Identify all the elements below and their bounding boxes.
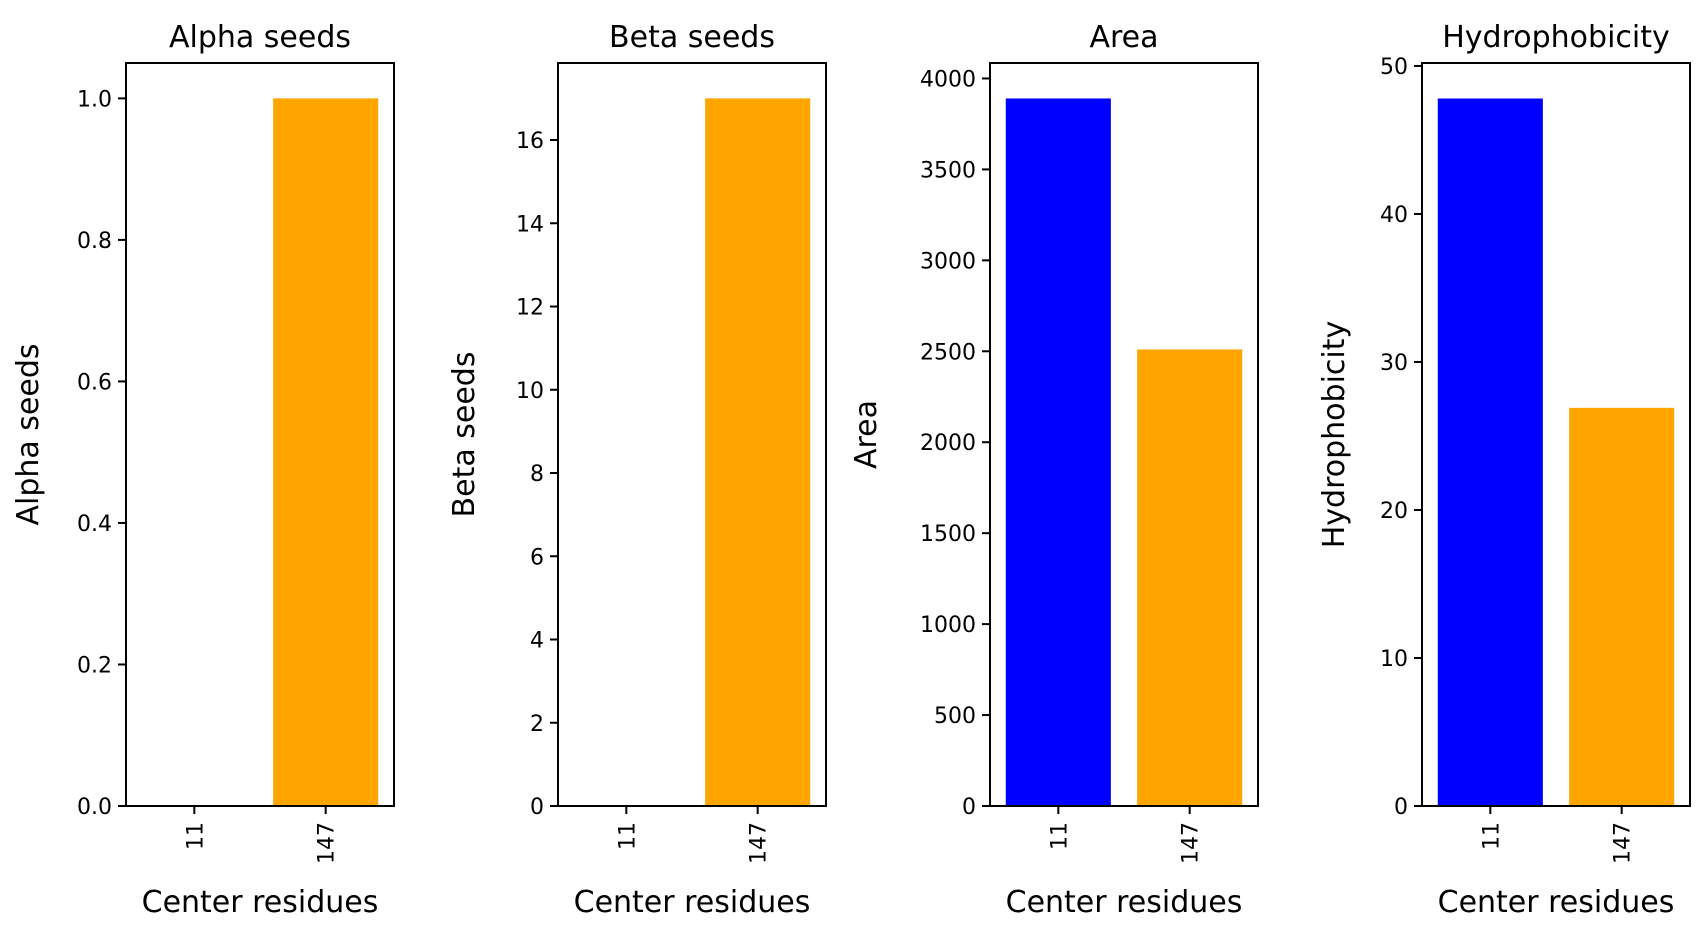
y-tick-label: 0.2: [77, 653, 112, 678]
chart-panel-1: 0.0 0.2 0.4 0.6 0.8 1.0 11 147 Alpha seeds Center…: [11, 20, 395, 920]
plot-frame: [125, 62, 395, 807]
bar-11: [1437, 98, 1543, 806]
y-tick-label: 0.6: [77, 370, 112, 395]
x-tick-label: 11: [183, 822, 208, 850]
x-tick-label: 11: [1479, 822, 1504, 850]
y-tick-label: 500: [934, 704, 976, 729]
plot-frame: [1421, 62, 1691, 807]
y-tick-label: 1000: [920, 613, 976, 638]
y-tick-label: 3000: [920, 249, 976, 274]
chart-title: Beta seeds: [609, 20, 775, 55]
x-tick-label: 147: [1611, 822, 1636, 864]
x-tick-label: 11: [1047, 822, 1072, 850]
y-tick-label: 1.0: [77, 87, 112, 112]
x-axis-label: Center residues: [1438, 885, 1675, 920]
plot-frame: [557, 62, 827, 807]
bar-147: [273, 98, 379, 806]
y-axis-label: Beta seeds: [447, 352, 482, 518]
y-tick-label: 0.0: [77, 795, 112, 820]
y-tick-label: 40: [1380, 203, 1408, 228]
y-tick-label: 14: [516, 212, 544, 237]
y-tick-label: 6: [530, 545, 544, 570]
y-tick-label: 0.8: [77, 229, 112, 254]
y-tick-label: 10: [516, 379, 544, 404]
y-tick-label: 3500: [920, 158, 976, 183]
chart-title: Area: [1089, 20, 1158, 55]
y-tick-label: 12: [516, 296, 544, 321]
bar-147: [705, 98, 811, 806]
y-axis-label: Hydrophobicity: [1317, 321, 1352, 549]
y-tick-label: 2: [530, 712, 544, 737]
x-axis-label: Center residues: [574, 885, 811, 920]
y-tick-label: 0.4: [77, 512, 112, 537]
chart-panel-4: 0 10 20 30 40 50 11 147 Hydrophobicity Center res…: [1317, 20, 1691, 920]
y-tick-label: 8: [530, 462, 544, 487]
y-tick-label: 50: [1380, 55, 1408, 80]
x-axis-label: Center residues: [1006, 885, 1243, 920]
y-axis-label: Area: [849, 400, 884, 469]
x-tick-label: 11: [615, 822, 640, 850]
y-tick-label: 2500: [920, 340, 976, 365]
bar-147: [1137, 349, 1243, 806]
y-axis-label: Alpha seeds: [11, 343, 46, 525]
plot-frame: [989, 62, 1259, 807]
chart-panel-2: 0 2 4 6 8 10 12 14 16 11 147 Beta seeds Center resid…: [447, 20, 827, 920]
x-axis-label: Center residues: [142, 885, 379, 920]
y-tick-label: 16: [516, 129, 544, 154]
chart-panel-3: 0 500 1000 1500 2000 2500 3000 3500 4000 11 147 Are…: [849, 20, 1259, 920]
y-tick-label: 0: [1394, 795, 1408, 820]
y-tick-label: 0: [962, 795, 976, 820]
y-tick-label: 4: [530, 629, 544, 654]
y-tick-label: 1500: [920, 522, 976, 547]
chart-title: Hydrophobicity: [1442, 20, 1670, 55]
bar-11: [1005, 98, 1111, 806]
y-tick-label: 30: [1380, 351, 1408, 376]
chart-title: Alpha seeds: [169, 20, 351, 55]
y-tick-label: 2000: [920, 431, 976, 456]
bar-147: [1569, 407, 1675, 806]
y-tick-label: 4000: [920, 67, 976, 92]
x-tick-label: 147: [315, 822, 340, 864]
y-tick-label: 10: [1380, 647, 1408, 672]
x-tick-label: 147: [1179, 822, 1204, 864]
y-tick-label: 0: [530, 795, 544, 820]
y-tick-label: 20: [1380, 499, 1408, 524]
x-tick-label: 147: [747, 822, 772, 864]
